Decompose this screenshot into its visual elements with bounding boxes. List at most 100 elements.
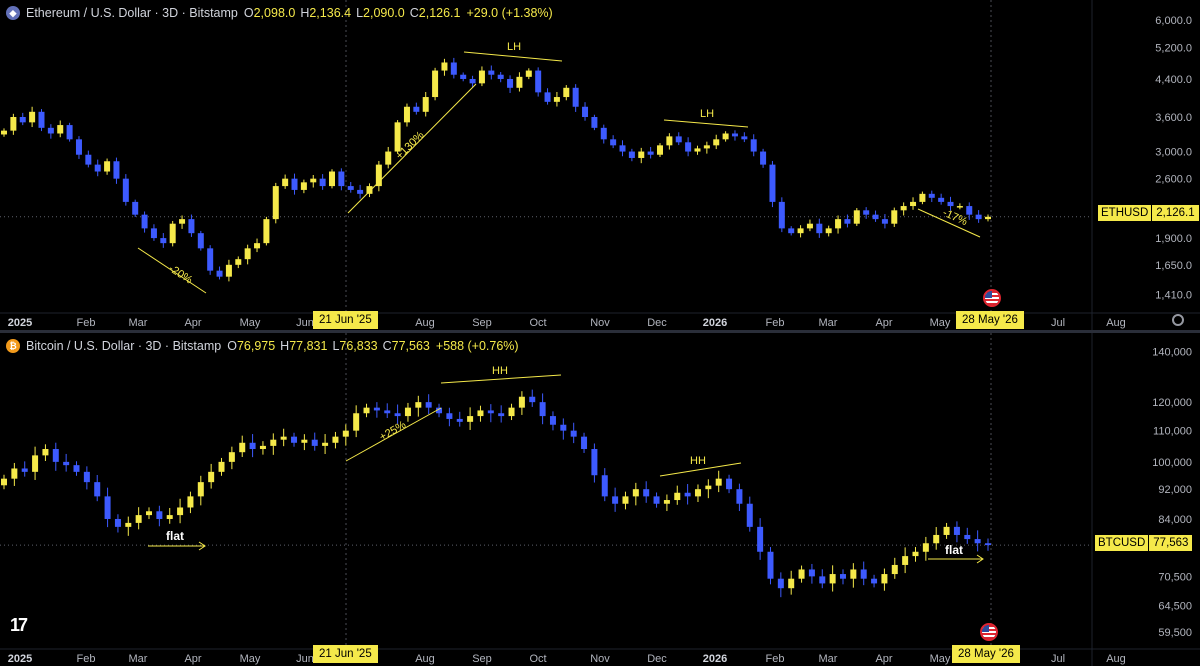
candle-body — [228, 452, 235, 462]
price-axis-label: 4,400.0 — [1155, 74, 1192, 86]
candle-body — [375, 164, 382, 187]
candle-body — [647, 151, 654, 155]
candle-body — [600, 127, 607, 140]
candle-body — [835, 219, 842, 229]
price-axis-label: 70,500 — [1158, 571, 1192, 583]
candle-body — [177, 507, 184, 516]
btc-chart-pane[interactable]: 140,000 120,000 110,000 100,000 92,000 84,000… — [0, 333, 1200, 666]
candle-body — [300, 182, 307, 190]
candle-body — [844, 219, 851, 224]
candle-body — [549, 416, 556, 425]
candle-body — [508, 407, 515, 417]
candle-body — [947, 201, 954, 207]
price-axis-label: 3,000.0 — [1155, 147, 1192, 159]
annotation-flat2: flat — [945, 543, 963, 557]
candle-body — [715, 478, 722, 486]
eth-chart-pane[interactable]: 6,000.0 5,200.0 4,400.0 3,600.0 3,000.0 2,600… — [0, 0, 1200, 330]
candle-body — [104, 496, 111, 519]
candle-body — [85, 154, 92, 165]
candle-body — [956, 206, 963, 208]
candle-body — [663, 500, 670, 504]
candle-body — [29, 111, 36, 123]
candle-body — [497, 74, 504, 79]
annotation-lh1: LH — [507, 41, 521, 53]
price-axis-label: 110,000 — [1153, 426, 1192, 438]
eth-last-price-tag: ETHUSD 2,126.1 — [1098, 205, 1199, 221]
time-axis-label: Mar — [129, 317, 148, 329]
candle-body — [757, 526, 764, 552]
candle-body — [52, 449, 59, 462]
time-axis-label: Jun — [296, 653, 314, 665]
candle-body — [966, 206, 973, 215]
price-axis-label: 59,500 — [1158, 627, 1192, 639]
eth-chart-canvas[interactable]: 6,000.0 5,200.0 4,400.0 3,600.0 3,000.0 2,600… — [0, 0, 1200, 330]
pane-divider[interactable] — [0, 330, 1200, 333]
time-axis-label: May — [240, 653, 261, 665]
time-axis-label: Jun — [296, 317, 314, 329]
candle-body — [403, 106, 410, 123]
candle-body — [270, 439, 277, 446]
candle-body — [32, 455, 39, 472]
candle-body — [384, 410, 391, 414]
candle-body — [612, 496, 619, 504]
candle-body — [713, 139, 720, 146]
candle-body — [750, 139, 757, 152]
candle-body — [860, 569, 867, 579]
candle-body — [342, 430, 349, 437]
price-axis-label: 84,000 — [1158, 514, 1192, 526]
price-axis-label: 1,410.0 — [1155, 290, 1192, 302]
candle-body — [985, 543, 991, 546]
candle-body — [11, 468, 18, 479]
candle-body — [778, 201, 785, 229]
trend-line-hh1 — [440, 374, 562, 384]
btc-change: +588 (+0.76%) — [435, 339, 519, 353]
candle-body — [225, 264, 232, 277]
candle-body — [516, 76, 523, 88]
candle-body — [263, 219, 270, 244]
candle-body — [872, 214, 879, 220]
time-axis-label: Feb — [77, 317, 96, 329]
time-axis-label: Aug — [415, 653, 435, 665]
candle-body — [881, 574, 888, 584]
time-axis-label: Oct — [529, 317, 546, 329]
candle-body — [816, 223, 823, 234]
candle-body — [441, 62, 448, 71]
candle-body — [169, 223, 176, 244]
price-axis-label: 5,200.0 — [1155, 42, 1192, 54]
settings-gear-icon[interactable] — [1172, 314, 1184, 326]
candle-body — [207, 248, 214, 271]
candle-body — [619, 145, 626, 152]
trend-line-hh2 — [659, 462, 742, 477]
btc-ohlc-o: O76,975 — [227, 339, 276, 353]
time-axis-label: Jul — [1051, 653, 1065, 665]
candle-body — [553, 97, 560, 102]
bitcoin-icon: ₿ — [6, 339, 20, 353]
us-flag-event-icon[interactable] — [980, 623, 998, 641]
candle-body — [66, 125, 73, 140]
candle-body — [705, 485, 712, 490]
candle-body — [535, 70, 542, 93]
candle-body — [582, 106, 589, 118]
time-axis-label: Nov — [590, 317, 610, 329]
candle-body — [310, 178, 317, 183]
candle-body — [57, 125, 64, 134]
us-flag-event-icon[interactable] — [983, 289, 1001, 307]
candle-body — [863, 210, 870, 215]
eth-crosshair-date-right: 28 May '26 — [956, 311, 1024, 329]
time-axis-label: Oct — [529, 653, 546, 665]
eth-last-price: 2,126.1 — [1151, 205, 1199, 221]
btc-crosshair-date-left: 21 Jun '25 — [313, 645, 378, 663]
candle-body — [797, 228, 804, 234]
eth-crosshair-date-left: 21 Jun '25 — [313, 311, 378, 329]
candle-body — [244, 248, 251, 260]
candle-body — [235, 259, 242, 265]
candle-body — [943, 526, 950, 535]
btc-chart-canvas[interactable]: 140,000 120,000 110,000 100,000 92,000 84,000… — [0, 333, 1200, 666]
btc-legend: ₿ Bitcoin / U.S. Dollar · 3D · Bitstamp … — [6, 339, 519, 353]
candle-body — [280, 436, 287, 440]
eth-change: +29.0 (+1.38%) — [466, 6, 553, 20]
time-axis-label: Aug — [415, 317, 435, 329]
candle-body — [488, 70, 495, 75]
candle-body — [166, 515, 173, 519]
time-axis-label: Apr — [875, 653, 892, 665]
